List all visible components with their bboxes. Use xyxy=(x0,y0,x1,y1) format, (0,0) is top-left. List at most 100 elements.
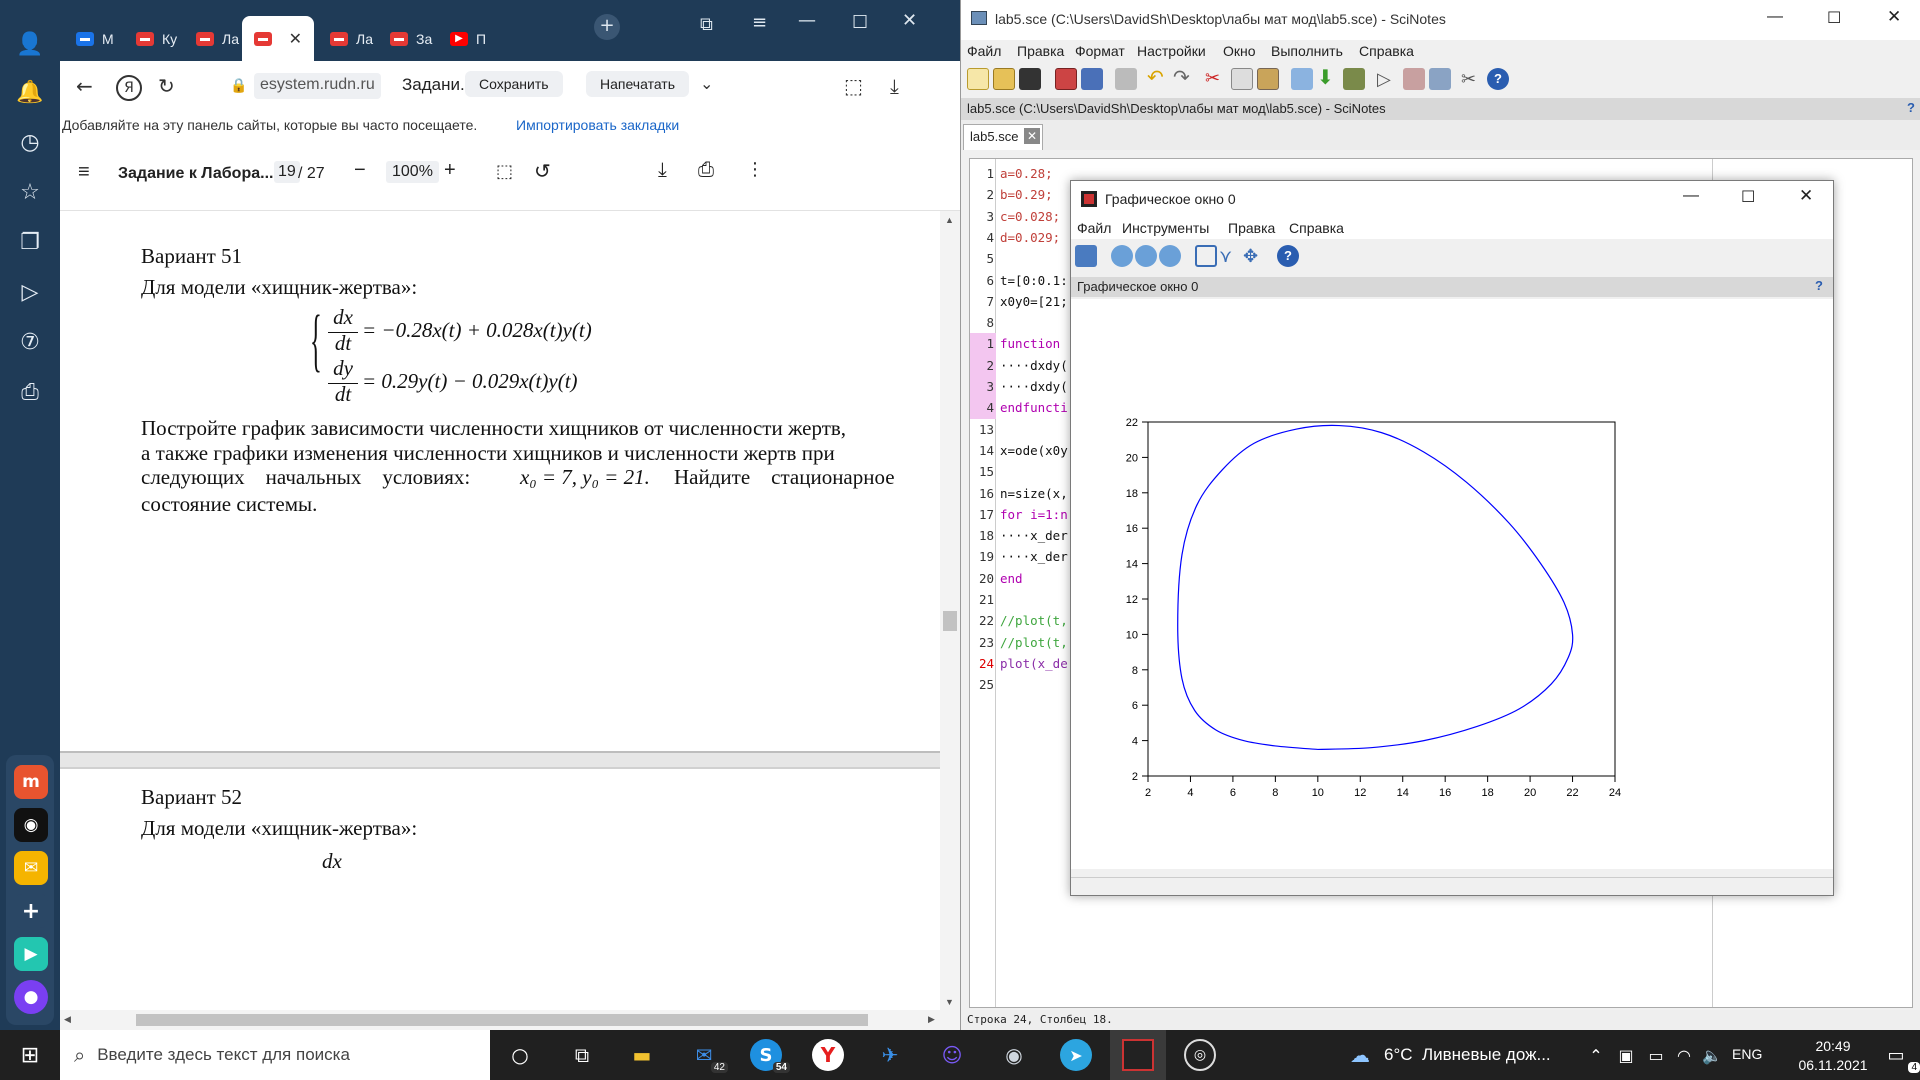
menu-settings[interactable]: Настройки xyxy=(1137,43,1206,59)
scroll-down-arrow-icon[interactable]: ▼ xyxy=(945,997,954,1007)
skype-icon[interactable]: S 54 xyxy=(750,1039,790,1073)
open-recent-icon[interactable] xyxy=(1019,68,1041,90)
menu-edit[interactable]: Правка xyxy=(1017,43,1065,59)
help-icon[interactable]: ? xyxy=(1487,68,1509,90)
gw-minimize-button[interactable]: — xyxy=(1683,187,1699,204)
run-file-icon[interactable] xyxy=(1403,68,1425,90)
taskbar-search[interactable]: ⌕ Введите здесь текст для поиска xyxy=(60,1030,490,1080)
tab-2[interactable]: ▬ Ку xyxy=(124,16,180,61)
app-alice-icon[interactable]: ● xyxy=(14,980,48,1014)
zoom-in-icon[interactable] xyxy=(1111,245,1133,267)
yandex-browser-icon[interactable]: Y xyxy=(812,1039,844,1071)
gw-menu-edit[interactable]: Правка xyxy=(1228,220,1276,236)
profile-icon[interactable]: 👤 xyxy=(16,31,44,57)
new-tab-button[interactable]: + xyxy=(594,14,620,40)
edit-curve-icon[interactable]: ⋎ xyxy=(1219,246,1233,266)
tab-3[interactable]: ▬ Ла xyxy=(184,16,240,61)
weather-text[interactable]: 6°C Ливневые дож... xyxy=(1384,1045,1551,1064)
cortana-icon[interactable]: ○ xyxy=(511,1043,529,1067)
rotate-icon[interactable]: ↺ xyxy=(534,161,551,183)
save-icon[interactable] xyxy=(1055,68,1077,90)
zoom-reset-icon[interactable] xyxy=(1159,245,1181,267)
notifications-icon[interactable]: ▭ 4 xyxy=(1880,1039,1920,1073)
telegram-icon[interactable]: ➤ xyxy=(1060,1039,1092,1071)
exec-options-icon[interactable] xyxy=(1343,68,1365,90)
rotate-3d-icon[interactable] xyxy=(1075,245,1097,267)
gw-menu-file[interactable]: Файл xyxy=(1077,220,1112,236)
url-field[interactable]: 🔒 esystem.rudn.ru Задани... xyxy=(230,69,870,103)
open-folder-icon[interactable] xyxy=(993,68,1015,90)
history-icon[interactable]: ◷ xyxy=(20,129,40,155)
calendar-seven-icon[interactable]: ⑦ xyxy=(20,329,40,355)
run-selection-icon[interactable] xyxy=(1429,68,1451,90)
tools-icon[interactable]: ✂ xyxy=(1461,69,1477,89)
bell-icon[interactable]: 🔔 xyxy=(16,79,44,105)
maximize-button[interactable]: ☐ xyxy=(852,12,869,33)
fit-page-icon[interactable]: ⬚ xyxy=(496,161,514,181)
sn-minimize-button[interactable]: — xyxy=(1767,8,1783,25)
import-bookmarks-link[interactable]: Импортировать закладки xyxy=(516,117,680,133)
show-hidden-icons[interactable]: ⌃ xyxy=(1589,1045,1603,1065)
plot-canvas[interactable]: 2 4 6 8 10 12 14 16 18 20 22 24 2 4 6 8 10 12 14 16 18 20 22 xyxy=(1071,299,1833,869)
gw-close-button[interactable]: ✕ xyxy=(1799,186,1814,205)
hamburger-icon[interactable]: ≡ xyxy=(78,161,90,183)
bluetooth-app-icon[interactable]: ✈ xyxy=(881,1043,899,1067)
pan-icon[interactable]: ✥ xyxy=(1243,246,1259,266)
save-as-icon[interactable] xyxy=(1081,68,1103,90)
windows-start-icon[interactable]: ⊞ xyxy=(20,1042,40,1068)
gw-doc-help-icon[interactable]: ? xyxy=(1815,278,1823,293)
reload-icon[interactable]: ↻ xyxy=(158,74,175,98)
gw-menu-tools[interactable]: Инструменты xyxy=(1122,220,1210,236)
paste-icon[interactable] xyxy=(1257,68,1279,90)
zoom-out-icon[interactable] xyxy=(1135,245,1157,267)
new-file-icon[interactable] xyxy=(967,68,989,90)
gw-maximize-button[interactable]: ☐ xyxy=(1741,189,1756,206)
scroll-thumb[interactable] xyxy=(943,611,957,631)
tab-1[interactable]: ▬ М xyxy=(64,16,120,61)
datatip-icon[interactable] xyxy=(1195,245,1217,267)
scroll-right-arrow-icon[interactable]: ▶ xyxy=(928,1014,935,1024)
yandex-logo-icon[interactable]: Я xyxy=(116,75,142,101)
menu-format[interactable]: Формат xyxy=(1075,43,1125,59)
discord-icon[interactable]: ☺ xyxy=(941,1043,963,1067)
gw-menu-help[interactable]: Справка xyxy=(1289,220,1344,236)
app-market-icon[interactable]: m xyxy=(14,765,48,799)
doc-help-icon[interactable]: ? xyxy=(1907,100,1915,115)
task-view-icon[interactable]: ⧉ xyxy=(574,1043,590,1067)
menu-help[interactable]: Справка xyxy=(1359,43,1414,59)
language-indicator[interactable]: ENG xyxy=(1732,1046,1763,1062)
screenshot-icon[interactable]: ⎙ xyxy=(21,379,39,405)
close-window-button[interactable]: ✕ xyxy=(902,10,918,31)
run-icon[interactable]: ▷ xyxy=(1377,69,1391,89)
chevron-down-icon[interactable]: ⌄ xyxy=(700,74,714,93)
cut-icon[interactable]: ✂ xyxy=(1205,68,1221,88)
zoom-in-icon[interactable]: + xyxy=(444,159,456,181)
gw-help-icon[interactable]: ? xyxy=(1277,245,1299,267)
add-app-icon[interactable]: + xyxy=(14,894,48,928)
print-button[interactable]: Напечатать xyxy=(586,71,690,97)
star-icon[interactable]: ☆ xyxy=(20,179,40,205)
load-into-scilab-icon[interactable]: ⬇ xyxy=(1317,67,1334,89)
menu-file[interactable]: Файл xyxy=(967,43,1002,59)
scroll-up-arrow-icon[interactable]: ▲ xyxy=(945,215,954,225)
sn-maximize-button[interactable]: ☐ xyxy=(1827,10,1842,27)
h-scroll-thumb[interactable] xyxy=(136,1014,868,1026)
menu-execute[interactable]: Выполнить xyxy=(1271,43,1343,59)
app-alice-camera-icon[interactable]: ◉ xyxy=(14,808,48,842)
download-icon[interactable]: ⤓ xyxy=(890,74,899,98)
zoom-out-icon[interactable]: − xyxy=(354,159,366,181)
redo-icon[interactable]: ↷ xyxy=(1173,67,1190,89)
obs-icon[interactable]: ◎ xyxy=(1184,1039,1216,1071)
volume-icon[interactable]: 🔈 xyxy=(1702,1045,1722,1065)
page-number-input[interactable]: 19 xyxy=(274,161,300,183)
save-button[interactable]: Сохранить xyxy=(465,71,563,97)
file-explorer-icon[interactable]: ▬ xyxy=(632,1043,652,1067)
app-mail-icon[interactable]: ✉ xyxy=(14,851,48,885)
sn-close-button[interactable]: ✕ xyxy=(1887,7,1902,26)
collections-icon[interactable]: ❐ xyxy=(20,229,40,255)
scilab-icon[interactable] xyxy=(1122,1039,1154,1071)
horizontal-scrollbar[interactable]: ◀ ▶ xyxy=(60,1010,960,1030)
steam-icon[interactable]: ◉ xyxy=(1005,1043,1023,1067)
menu-icon[interactable]: ≡ xyxy=(752,12,768,33)
mail-icon[interactable]: ✉ 42 xyxy=(688,1039,728,1073)
